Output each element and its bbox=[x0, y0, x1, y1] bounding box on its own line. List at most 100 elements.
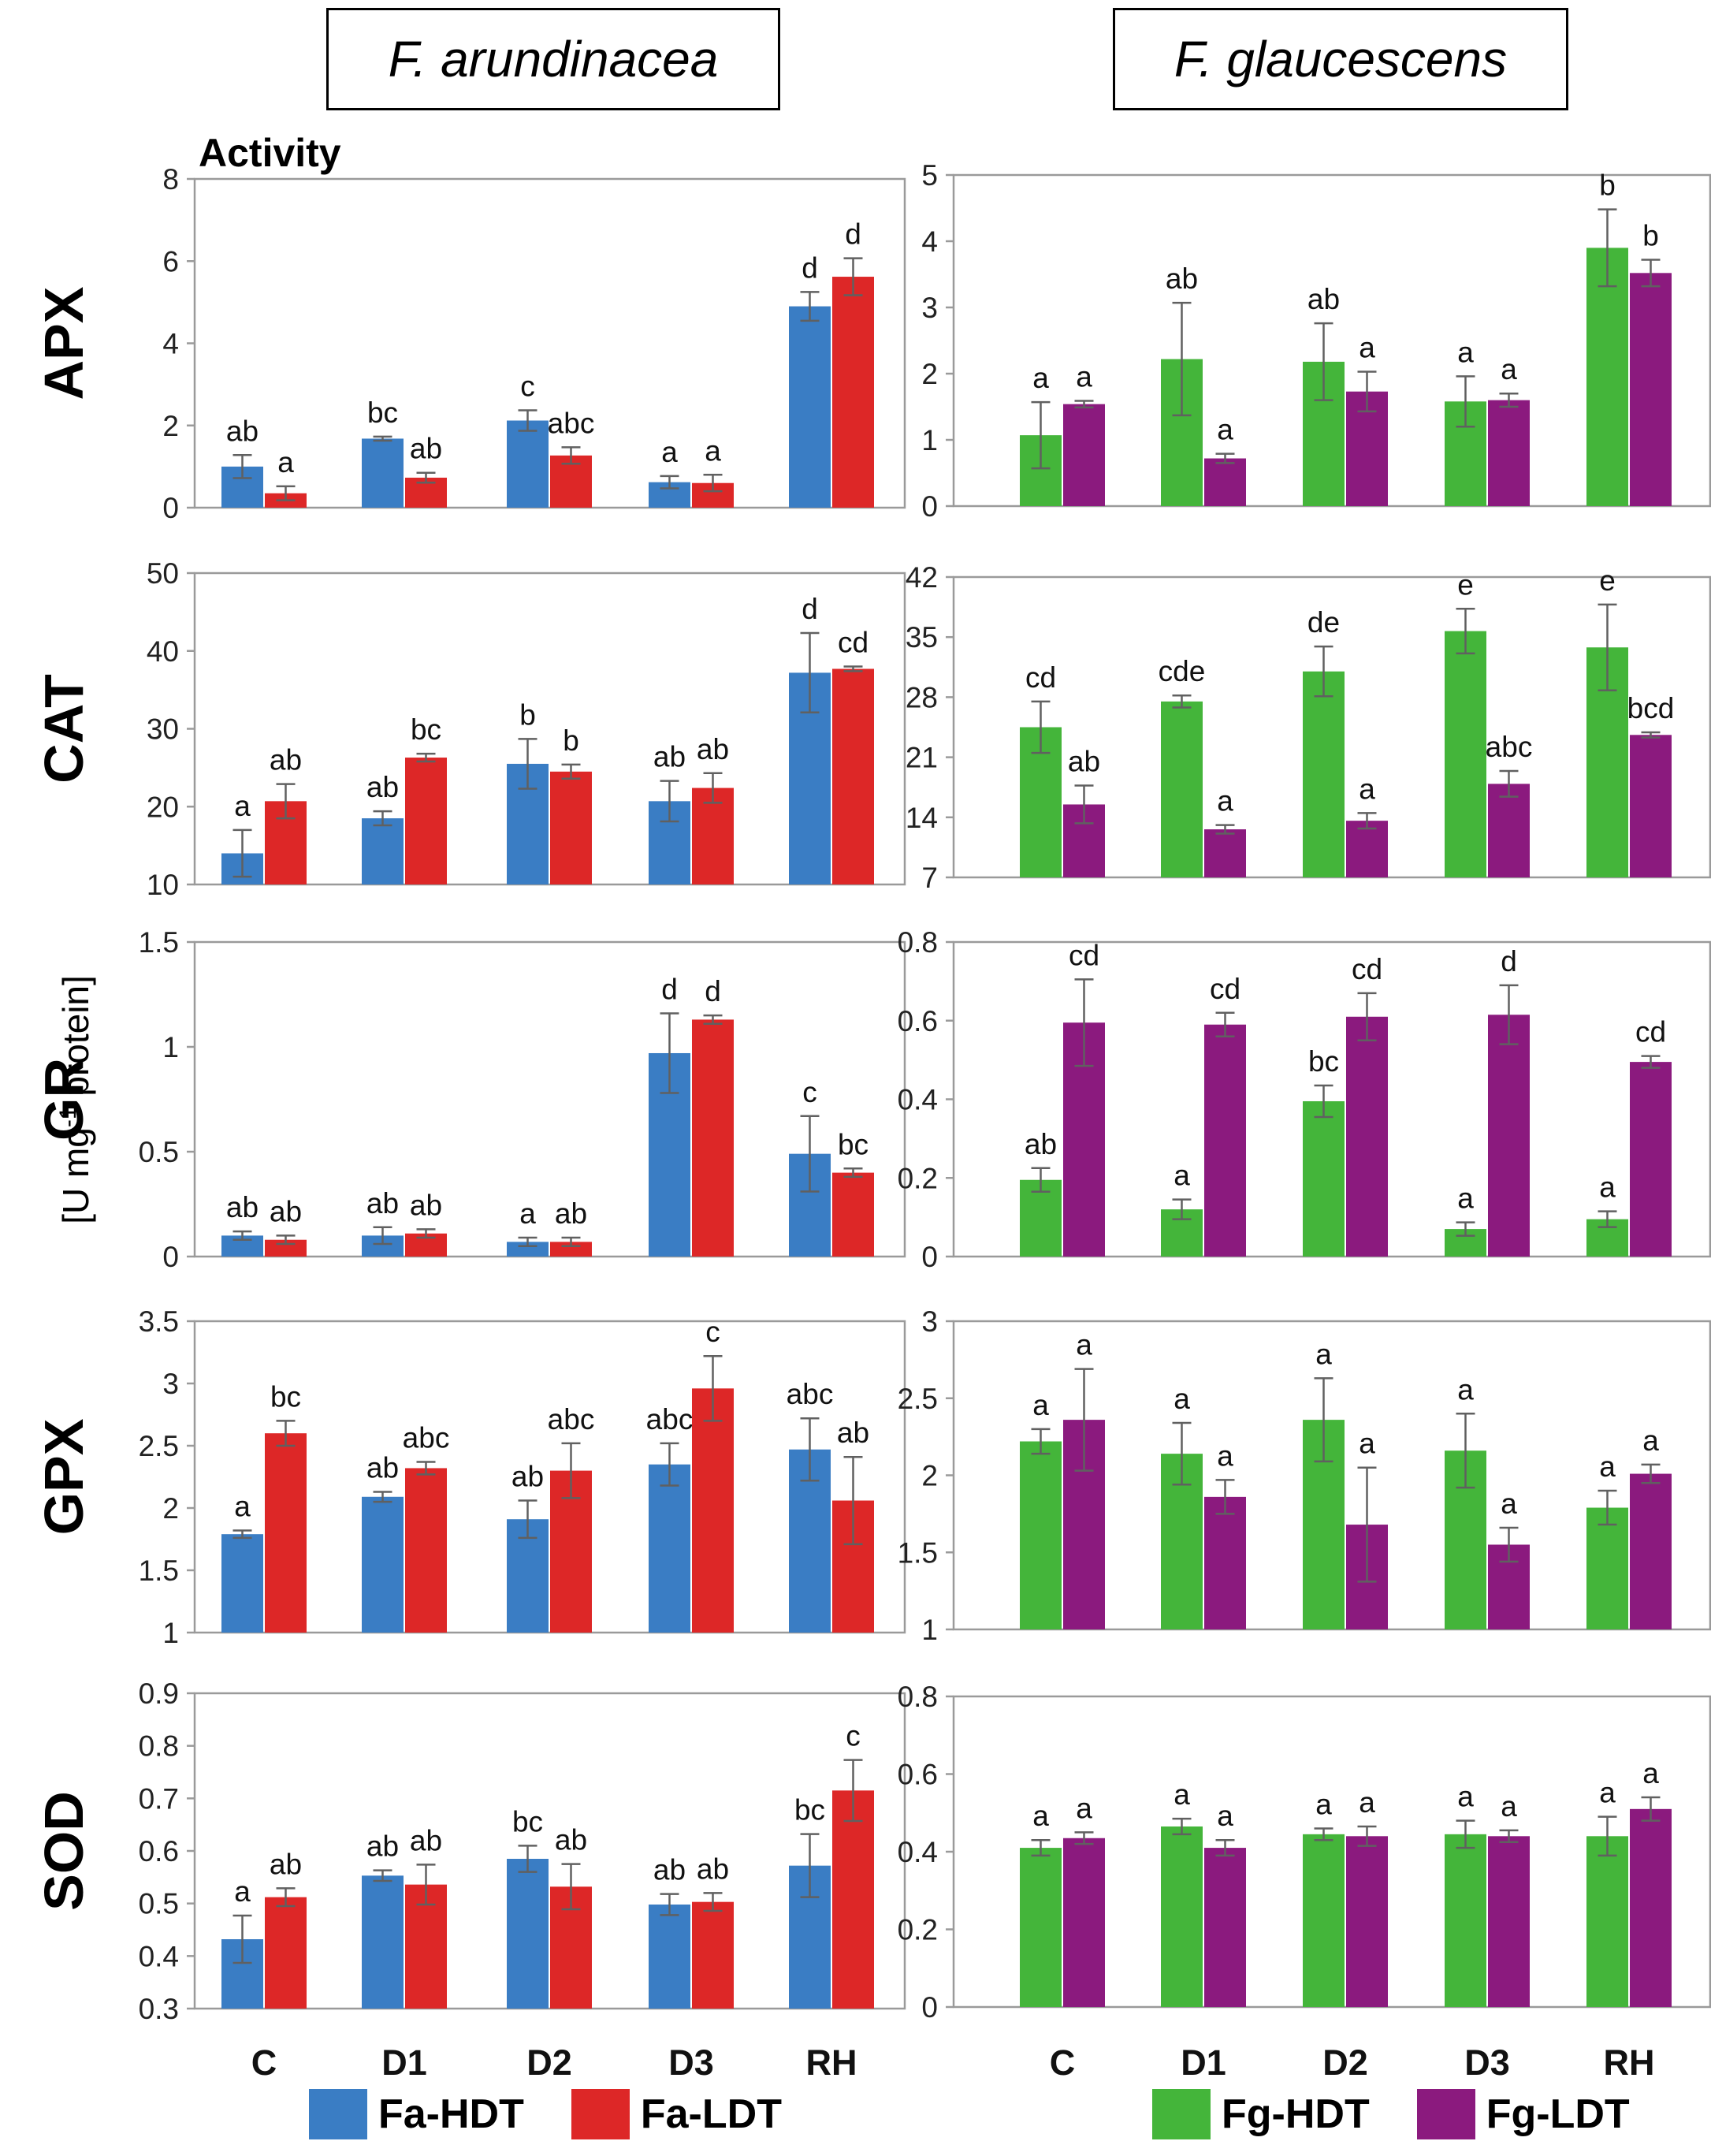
gpx-fg-sig-letter: a bbox=[1217, 1439, 1233, 1472]
sod-fg-sig-letter: a bbox=[1217, 1800, 1233, 1832]
apx-fa-ytick-label: 4 bbox=[162, 328, 179, 360]
apx-fg-sig-letter: b bbox=[1642, 220, 1659, 252]
gpx-fa-error-bar bbox=[660, 1442, 679, 1487]
apx-fa-sig-letter: a bbox=[705, 434, 721, 467]
cat-fg-sig-letter: cd bbox=[1025, 661, 1056, 694]
apx-fa-bar bbox=[362, 438, 404, 508]
apx-fg-sig-letter: a bbox=[1359, 331, 1375, 363]
gr-fg-error-bar bbox=[1172, 1198, 1192, 1220]
sod-fg-sig-letter: a bbox=[1032, 1800, 1049, 1832]
gr-fa-bar bbox=[265, 1239, 307, 1257]
apx-fg-error-bar bbox=[1499, 392, 1519, 408]
apx-fg-ytick-label: 2 bbox=[921, 358, 938, 390]
gr-fg-sig-letter: cd bbox=[1210, 973, 1240, 1005]
cat-fg-sig-letter: e bbox=[1457, 568, 1474, 601]
sod-fg-bar bbox=[1346, 1836, 1388, 2007]
species-title-fa-text: F. arundinacea bbox=[388, 31, 719, 88]
cat-fg-sig-letter: de bbox=[1307, 606, 1340, 639]
gr-fa-ytick-label: 1.5 bbox=[139, 926, 179, 959]
gpx-fa-bar bbox=[362, 1496, 404, 1633]
gpx-fa-error-bar bbox=[518, 1499, 537, 1540]
cat-fg-sig-letter: cde bbox=[1159, 655, 1206, 687]
gpx-fg-error-bar bbox=[1598, 1489, 1617, 1526]
sod-fg-bar bbox=[1630, 1808, 1672, 2007]
apx-fg-sig-letter: ab bbox=[1166, 263, 1198, 295]
sod-fa-bar bbox=[649, 1905, 690, 2009]
sod-fg-ytick-label: 0.4 bbox=[898, 1836, 938, 1868]
cat-fg-error-bar bbox=[1598, 603, 1617, 691]
apx-fa-ytick-label: 8 bbox=[162, 163, 179, 195]
gpx-fg-sig-letter: a bbox=[1599, 1450, 1616, 1483]
gr-fg-sig-letter: ab bbox=[1025, 1128, 1057, 1160]
cat-fa-ytick-label: 40 bbox=[147, 635, 179, 668]
cat-fa-ytick-label: 10 bbox=[147, 869, 179, 901]
apx-fg-sig-letter: a bbox=[1076, 360, 1092, 393]
cat-fa-error-bar bbox=[843, 665, 863, 672]
cat-fg-bar bbox=[1161, 701, 1203, 877]
gr-fa-sig-letter: a bbox=[519, 1197, 536, 1230]
sod-fg-bar bbox=[1303, 1834, 1345, 2007]
apx-fg-sig-letter: a bbox=[1217, 414, 1233, 446]
sod-fg-xcat-label: RH bbox=[1604, 2042, 1655, 2083]
apx-fa-ytick-label: 6 bbox=[162, 245, 179, 277]
cat-fa-ytick-label: 20 bbox=[147, 791, 179, 823]
apx-fg-error-bar bbox=[1357, 371, 1377, 413]
gr-fg-error-bar bbox=[1456, 1221, 1475, 1237]
gpx-fg-sig-letter: a bbox=[1315, 1338, 1332, 1370]
sod-fa-ytick-label: 0.5 bbox=[139, 1888, 179, 1920]
gr-fa-bar bbox=[832, 1172, 874, 1257]
cat-fg-sig-letter: abc bbox=[1486, 731, 1533, 763]
gpx-fg-sig-letter: a bbox=[1174, 1383, 1190, 1415]
gpx-fa-bar bbox=[649, 1464, 690, 1633]
gr-fg-error-bar bbox=[1215, 1011, 1235, 1037]
apx-fa-error-bar bbox=[843, 257, 863, 296]
sod-fa-error-bar bbox=[660, 1893, 679, 1916]
gpx-fa-sig-letter: c bbox=[705, 1316, 720, 1348]
gr-fa-bar bbox=[692, 1019, 734, 1257]
cat-fg-sig-letter: a bbox=[1217, 785, 1233, 817]
apx-fa-bar bbox=[507, 420, 549, 508]
cat-fa-ytick-label: 30 bbox=[147, 713, 179, 746]
gr-fg-bar bbox=[1488, 1015, 1530, 1257]
gr-fg-error-bar bbox=[1357, 992, 1377, 1041]
gpx-fa-sig-letter: abc bbox=[646, 1403, 694, 1435]
gpx-fa-error-bar bbox=[373, 1491, 392, 1503]
gr-fa-sig-letter: ab bbox=[270, 1195, 302, 1227]
gpx-fg-ytick-label: 2 bbox=[921, 1460, 938, 1492]
activity-label: Activity bbox=[199, 131, 341, 175]
gr-fg-sig-letter: a bbox=[1174, 1160, 1190, 1192]
sod-fa-sig-letter: c bbox=[846, 1720, 861, 1752]
sod-fg-xcat-label: D1 bbox=[1181, 2042, 1226, 2083]
apx-fa-error-bar bbox=[276, 485, 296, 501]
sod-fa-sig-letter: ab bbox=[653, 1854, 686, 1886]
enzyme-label-sod: SOD bbox=[33, 1791, 95, 1911]
apx-fa-ytick-label: 2 bbox=[162, 410, 179, 442]
sod-fg-xcat-label: C bbox=[1050, 2042, 1076, 2083]
gpx-fg-bar bbox=[1204, 1496, 1246, 1629]
sod-fg-error-bar bbox=[1641, 1796, 1661, 1822]
sod-fg-bar bbox=[1488, 1836, 1530, 2007]
cat-fa-bar bbox=[362, 818, 404, 884]
cat-fa-error-bar bbox=[232, 829, 252, 878]
gpx-fg-error-bar bbox=[1215, 1479, 1235, 1515]
apx-fa-sig-letter: ab bbox=[410, 433, 442, 465]
sod-fa-error-bar bbox=[232, 1914, 252, 1964]
gpx-fa-bar bbox=[265, 1433, 307, 1633]
gpx-fg-ytick-label: 1.5 bbox=[898, 1536, 938, 1569]
sod-fa-error-bar bbox=[843, 1759, 863, 1823]
legend-swatch-fg-ldt bbox=[1416, 2089, 1475, 2139]
cat-fg-ytick-label: 14 bbox=[906, 802, 938, 834]
sod-fg-bar bbox=[1204, 1848, 1246, 2007]
sod-fg-sig-letter: a bbox=[1076, 1792, 1092, 1824]
gr-fa-error-bar bbox=[561, 1236, 581, 1247]
gpx-fa-sig-letter: a bbox=[234, 1490, 251, 1522]
gr-fg-sig-letter: d bbox=[1501, 945, 1517, 977]
sod-fg-error-bar bbox=[1598, 1815, 1617, 1857]
sod-fa-bar bbox=[265, 1897, 307, 2009]
gr-fa-sig-letter: d bbox=[661, 973, 678, 1005]
sod-fg-bar bbox=[1586, 1836, 1628, 2007]
gr-fg-ytick-label: 0 bbox=[921, 1241, 938, 1273]
legend-right: Fg-HDT Fg-LDT bbox=[1152, 2089, 1677, 2139]
cat-fg-sig-letter: e bbox=[1599, 564, 1616, 597]
gpx-fg-ytick-label: 1 bbox=[921, 1614, 938, 1646]
